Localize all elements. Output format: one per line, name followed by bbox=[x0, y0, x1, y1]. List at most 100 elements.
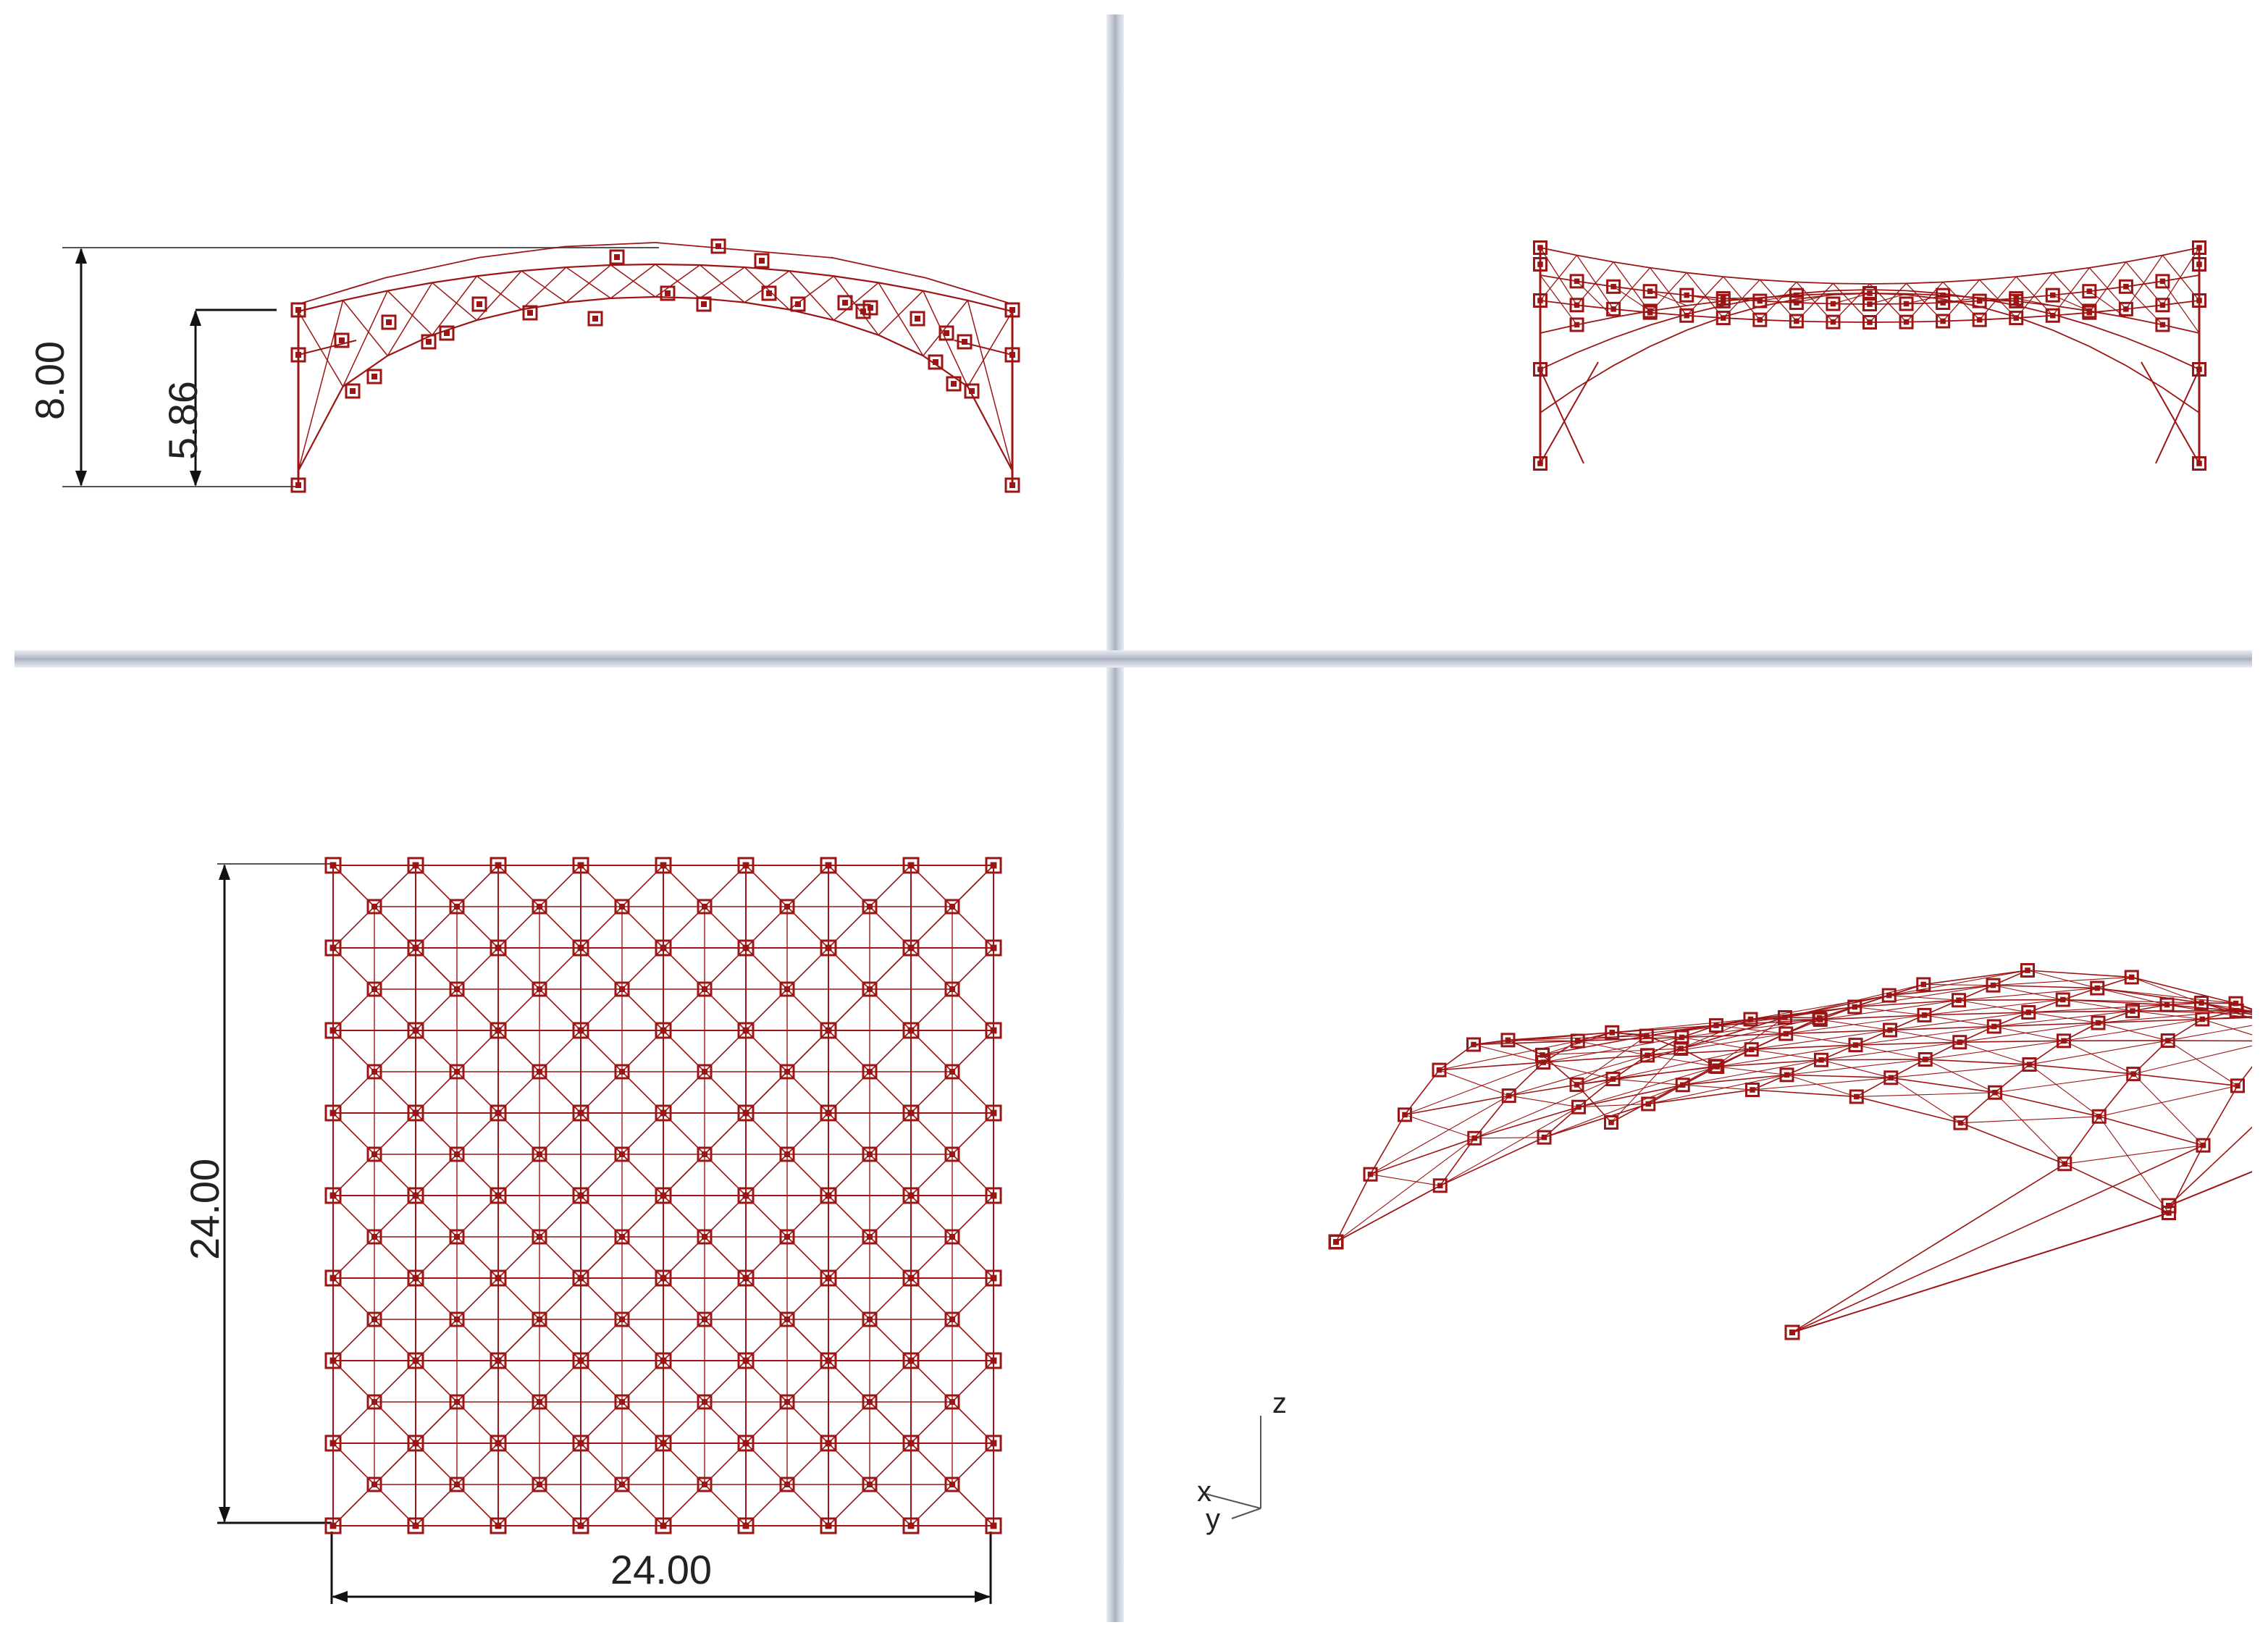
member bbox=[1369, 1114, 1406, 1175]
member bbox=[1820, 1019, 1891, 1031]
member bbox=[1751, 1049, 1822, 1061]
node-marker bbox=[407, 1435, 424, 1452]
node-marker-inner bbox=[1990, 982, 1996, 988]
node-marker-inner bbox=[2094, 985, 2101, 991]
member bbox=[476, 275, 522, 311]
node-marker bbox=[2055, 992, 2070, 1007]
member bbox=[1687, 272, 1723, 278]
member bbox=[1786, 1074, 1857, 1097]
member bbox=[2162, 281, 2200, 334]
node-marker-inner bbox=[495, 1027, 502, 1034]
node-marker bbox=[2192, 362, 2206, 377]
node-marker-inner bbox=[825, 1109, 832, 1117]
node-marker-inner bbox=[1794, 300, 1799, 306]
node-marker bbox=[2045, 308, 2060, 323]
node-marker bbox=[902, 1022, 920, 1039]
node-marker-inner bbox=[702, 1151, 707, 1157]
member bbox=[343, 300, 388, 356]
top-view-drawing: 24.00 24.00 bbox=[182, 857, 1002, 1604]
node-marker bbox=[449, 1311, 465, 1327]
member bbox=[700, 264, 745, 269]
node-marker bbox=[1883, 1070, 1899, 1085]
node-marker-inner bbox=[702, 904, 707, 910]
member bbox=[610, 295, 656, 299]
member bbox=[655, 295, 700, 299]
right-view-drawing bbox=[1533, 240, 2206, 471]
member bbox=[1681, 1019, 1820, 1038]
member bbox=[2168, 1126, 2252, 1206]
viewport-right[interactable] bbox=[1126, 14, 2252, 648]
member bbox=[2062, 999, 2202, 1004]
node-marker bbox=[609, 249, 625, 265]
member bbox=[1924, 999, 2063, 1016]
member bbox=[1786, 1029, 1891, 1035]
member bbox=[521, 266, 567, 311]
node-marker bbox=[820, 1022, 837, 1039]
member bbox=[387, 282, 433, 292]
node-marker bbox=[614, 1311, 630, 1327]
node-marker bbox=[655, 1187, 672, 1204]
node-marker bbox=[614, 1146, 630, 1162]
node-marker-inner bbox=[329, 1274, 337, 1282]
member bbox=[1924, 1012, 2029, 1016]
node-marker-inner bbox=[371, 1069, 377, 1075]
node-marker bbox=[1639, 1028, 1654, 1043]
member bbox=[1960, 1122, 2065, 1165]
member bbox=[566, 264, 611, 303]
member bbox=[1906, 281, 1944, 285]
member bbox=[387, 290, 433, 336]
node-marker-inner bbox=[1748, 1046, 1755, 1053]
node-marker-inner bbox=[867, 904, 873, 910]
node-marker-inner bbox=[329, 1027, 337, 1034]
node-marker bbox=[490, 1517, 507, 1534]
node-marker-inner bbox=[1867, 290, 1873, 296]
node-marker bbox=[944, 899, 960, 915]
node-marker bbox=[490, 1352, 507, 1369]
node-marker-inner bbox=[2050, 312, 2056, 319]
viewport-divider-vertical[interactable] bbox=[1106, 14, 1124, 1622]
node-marker bbox=[1953, 1115, 1968, 1130]
member bbox=[1610, 1048, 1681, 1123]
node-marker-inner bbox=[2196, 366, 2202, 372]
viewport-front[interactable]: 8.00 5.86 bbox=[14, 14, 1104, 648]
member bbox=[2201, 1002, 2252, 1019]
node-marker-inner bbox=[907, 1109, 915, 1117]
viewport-perspective[interactable]: z x y bbox=[1126, 670, 2252, 1622]
member bbox=[1752, 1089, 1857, 1098]
node-marker-inner bbox=[2026, 1062, 2033, 1067]
node-marker-inner bbox=[702, 1069, 707, 1075]
node-marker-inner bbox=[825, 1440, 832, 1447]
member bbox=[1751, 1044, 1856, 1051]
member bbox=[1717, 1059, 1822, 1067]
node-marker bbox=[1899, 296, 1914, 311]
node-marker bbox=[366, 1477, 382, 1492]
node-marker-inner bbox=[2013, 298, 2019, 304]
member bbox=[1943, 279, 1980, 283]
node-marker bbox=[944, 981, 960, 997]
member bbox=[1650, 267, 1687, 316]
member bbox=[1439, 1062, 1544, 1071]
node-marker bbox=[820, 1187, 837, 1204]
node-marker bbox=[614, 1394, 630, 1410]
node-marker bbox=[407, 1269, 424, 1287]
node-marker bbox=[572, 1022, 589, 1039]
node-marker bbox=[1972, 312, 1987, 327]
node-marker-inner bbox=[867, 986, 873, 992]
member bbox=[2125, 365, 2163, 389]
viewport-top[interactable]: 24.00 24.00 bbox=[14, 670, 1104, 1622]
node-marker-inner bbox=[1645, 1052, 1650, 1059]
node-marker bbox=[1533, 456, 1547, 471]
node-marker bbox=[1848, 1038, 1863, 1053]
node-marker-inner bbox=[949, 1399, 955, 1405]
node-marker-inner bbox=[1009, 482, 1015, 488]
node-marker bbox=[2009, 293, 2024, 308]
member bbox=[1681, 1033, 1786, 1038]
node-marker-inner bbox=[1853, 1093, 1860, 1100]
node-marker-inner bbox=[2199, 1016, 2206, 1022]
member bbox=[2202, 1018, 2252, 1036]
viewport-divider-horizontal[interactable] bbox=[14, 650, 2252, 668]
node-marker-inner bbox=[371, 1151, 377, 1157]
node-marker bbox=[2155, 298, 2170, 313]
node-marker bbox=[324, 1517, 342, 1534]
member bbox=[1960, 1040, 2065, 1043]
